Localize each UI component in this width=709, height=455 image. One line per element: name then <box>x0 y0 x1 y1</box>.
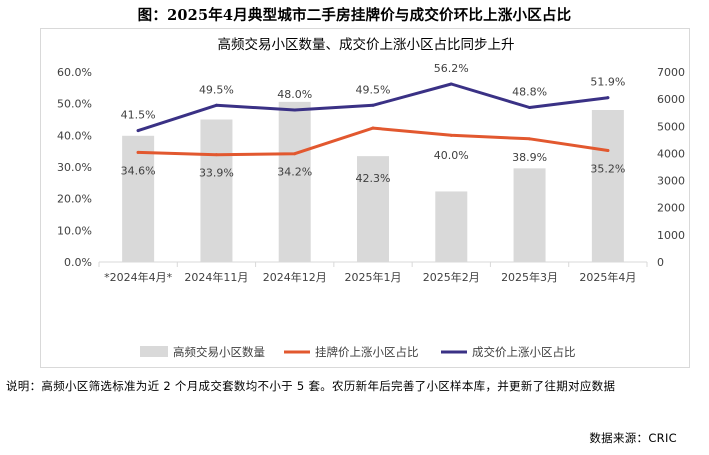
y-right-tick-label: 3000 <box>657 175 685 188</box>
x-tick-label: 2024年11月 <box>184 270 248 284</box>
axes: 0.0% 10.0% 20.0% 30.0% 40.0% 50.0% 60.0% 0 1000 2… <box>57 66 685 284</box>
data-point <box>606 149 610 153</box>
y-left-tick-label: 30.0% <box>57 161 92 174</box>
y-right-tick-label: 2000 <box>657 202 685 215</box>
data-point <box>606 96 610 100</box>
data-point <box>136 150 140 154</box>
bar <box>357 156 389 262</box>
y-right-tick-label: 6000 <box>657 93 685 106</box>
legend-label-listing: 挂牌价上涨小区占比 <box>315 345 419 359</box>
deal-data-label: 48.8% <box>512 85 547 98</box>
data-point <box>293 152 297 156</box>
listing-data-label: 35.2% <box>590 163 625 176</box>
data-point <box>293 108 297 112</box>
legend-label-deal: 成交价上涨小区占比 <box>472 345 576 359</box>
x-tick-label: 2025年4月 <box>579 270 636 284</box>
y-left-tick-label: 50.0% <box>57 98 92 111</box>
y-left-tick-label: 40.0% <box>57 129 92 142</box>
y-right-tick-label: 5000 <box>657 120 685 133</box>
bar <box>200 119 233 262</box>
legend-swatch-bars <box>140 346 168 357</box>
bar <box>278 101 311 262</box>
bar <box>513 168 546 262</box>
footnote: 说明：高频小区筛选标准为近 2 个月成交套数均不小于 5 套。农历新年后完善了小… <box>6 379 616 393</box>
bar <box>435 191 468 262</box>
bar-series <box>122 101 624 262</box>
data-point <box>449 133 453 137</box>
x-tick-label: 2025年3月 <box>501 270 558 284</box>
listing-data-label: 42.3% <box>356 172 391 185</box>
data-point <box>214 153 218 157</box>
legend-label-bars: 高频交易小区数量 <box>173 345 265 359</box>
combo-chart: 高频交易小区数量、成交价上涨小区占比同步上升 0.0% 10.0% 20.0% 30.… <box>57 36 685 359</box>
y-left-tick-label: 20.0% <box>57 193 92 206</box>
data-point <box>528 105 532 109</box>
deal-data-label: 51.9% <box>590 76 625 89</box>
y-right-tick-label: 1000 <box>657 229 685 242</box>
deal-data-label: 41.5% <box>121 109 156 122</box>
x-tick-label: *2024年4月* <box>104 270 172 284</box>
listing-data-label: 38.9% <box>512 151 547 164</box>
y-left-tick-label: 10.0% <box>57 224 92 237</box>
bar <box>591 110 624 262</box>
y-right-tick-label: 4000 <box>657 147 685 160</box>
data-point <box>528 137 532 141</box>
y-right-tick-label: 7000 <box>657 66 685 79</box>
data-labels: 34.6% 33.9% 34.2% 42.3% 40.0% 38.9% 35.2% 41.5%… <box>121 62 626 185</box>
x-tick-label: 2024年12月 <box>263 270 327 284</box>
data-point <box>136 129 140 133</box>
y-left-tick-label: 60.0% <box>57 66 92 79</box>
y-left-tick-label: 0.0% <box>64 256 92 269</box>
deal-data-label: 48.0% <box>277 88 312 101</box>
deal-data-label: 49.5% <box>356 83 391 96</box>
data-point <box>449 82 453 86</box>
y-right-tick-label: 0 <box>657 256 664 269</box>
data-point <box>371 103 375 107</box>
listing-data-label: 40.0% <box>434 149 469 162</box>
line-series <box>136 82 610 157</box>
x-tick-label: 2025年2月 <box>423 270 480 284</box>
legend: 高频交易小区数量 挂牌价上涨小区占比 成交价上涨小区占比 <box>140 345 576 359</box>
listing-data-label: 34.2% <box>277 166 312 179</box>
figure-title: 图：2025年4月典型城市二手房挂牌价与成交价环比上涨小区占比 <box>137 7 572 24</box>
bar <box>122 135 155 262</box>
chart-title: 高频交易小区数量、成交价上涨小区占比同步上升 <box>218 36 515 53</box>
listing-data-label: 34.6% <box>121 164 156 177</box>
x-tick-label: 2025年1月 <box>345 270 402 284</box>
deal-data-label: 56.2% <box>434 62 469 75</box>
listing-data-label: 33.9% <box>199 167 234 180</box>
data-point <box>371 126 375 130</box>
chart-frame <box>40 28 690 368</box>
source-note: 数据来源：CRIC <box>589 431 677 445</box>
deal-data-label: 49.5% <box>199 83 234 96</box>
data-point <box>214 103 218 107</box>
